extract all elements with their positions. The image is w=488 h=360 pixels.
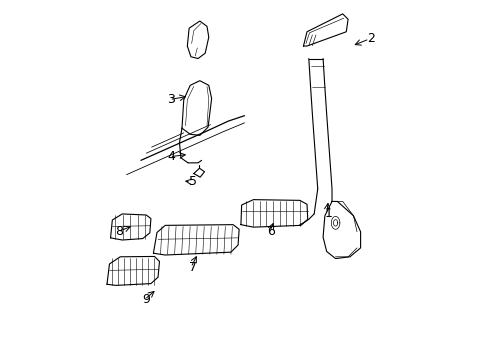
Text: 4: 4 xyxy=(167,150,175,163)
Text: 3: 3 xyxy=(167,93,175,106)
Text: 1: 1 xyxy=(324,207,332,220)
Text: 6: 6 xyxy=(267,225,275,238)
Text: 7: 7 xyxy=(188,261,196,274)
Text: 2: 2 xyxy=(366,32,374,45)
Text: 5: 5 xyxy=(188,175,196,188)
Text: 9: 9 xyxy=(142,293,150,306)
Text: 8: 8 xyxy=(115,225,123,238)
